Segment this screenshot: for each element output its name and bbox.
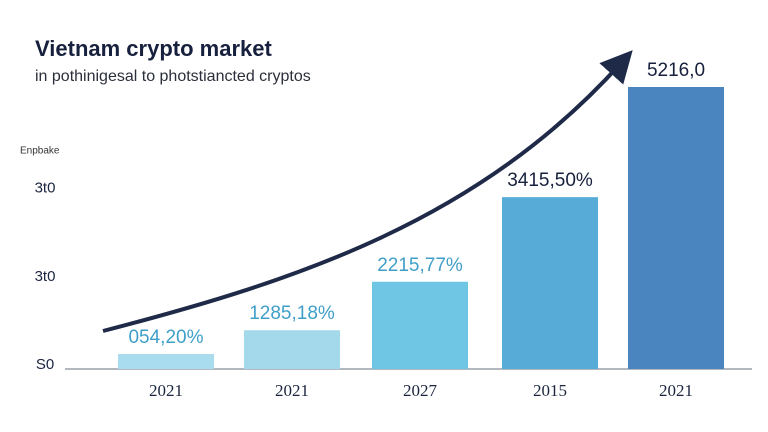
y-tick-label: 3t0 bbox=[35, 180, 56, 197]
x-tick-label: 2021 bbox=[659, 381, 693, 400]
x-tick-label: 2027 bbox=[403, 381, 438, 400]
y-axis-label: Enpbake bbox=[20, 146, 60, 157]
bar-annotation: 2215,77% bbox=[377, 255, 463, 276]
bar-annotation: 3415,50% bbox=[507, 170, 593, 191]
y-tick-label: 3t0 bbox=[35, 268, 56, 285]
y-tick-label: S0 bbox=[36, 356, 54, 373]
bar-annotation: 054,20% bbox=[128, 327, 203, 348]
chart-subtitle: in pothinigesal to photstiancted cryptos bbox=[35, 68, 311, 85]
x-tick-label: 2021 bbox=[149, 381, 183, 400]
bar bbox=[372, 281, 468, 369]
bar bbox=[628, 87, 724, 369]
bar bbox=[502, 197, 598, 369]
x-tick-label: 2021 bbox=[275, 381, 309, 400]
x-tick-label: 2015 bbox=[533, 381, 567, 400]
chart-title: Vietnam crypto market bbox=[35, 36, 272, 61]
bar bbox=[118, 354, 214, 369]
bar-annotation: 1285,18% bbox=[249, 303, 335, 324]
bar bbox=[244, 330, 340, 369]
plot-area: S0 3t0 3t0 2021 054,20% 2021 1285,18% 2027 2215,… bbox=[35, 60, 724, 400]
bar-annotation: 5216,0 bbox=[647, 60, 705, 81]
trend-arrow bbox=[102, 50, 633, 333]
